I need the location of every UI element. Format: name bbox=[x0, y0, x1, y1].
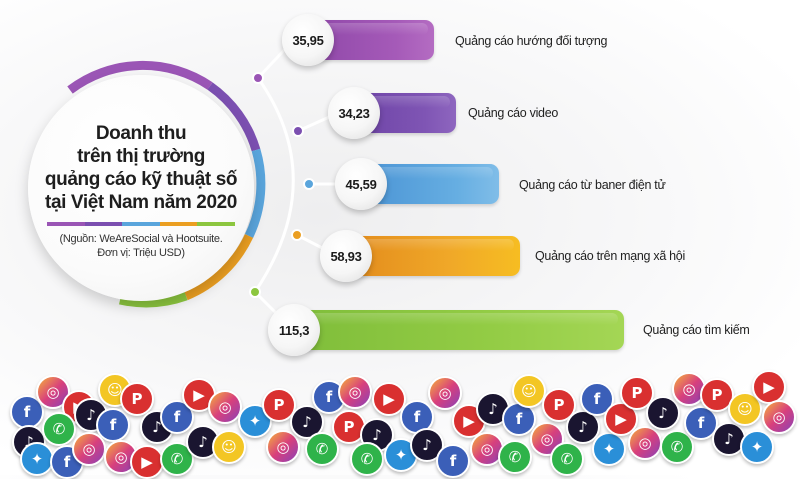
source-line: Đơn vị: Triệu USD) bbox=[97, 247, 185, 259]
bar-label: Quảng cáo trên mạng xã hội bbox=[535, 249, 685, 263]
instagram-icon: ◎ bbox=[266, 430, 300, 464]
source-note: (Nguồn: WeAreSocial và Hootsuite. Đơn vị… bbox=[60, 232, 223, 260]
title-circle: Doanh thu trên thị trường quảng cáo kỹ t… bbox=[28, 75, 254, 301]
whatsapp-icon: ✆ bbox=[660, 430, 694, 464]
twitter-icon: ✦ bbox=[592, 432, 626, 466]
chart-title: Doanh thu trên thị trường quảng cáo kỹ t… bbox=[44, 122, 238, 214]
whatsapp-icon: ✆ bbox=[498, 440, 532, 474]
bar bbox=[292, 310, 624, 350]
title-line: trên thị trường bbox=[77, 146, 205, 167]
tiktok-icon: ♪ bbox=[410, 428, 444, 462]
instagram-icon: ◎ bbox=[36, 375, 70, 409]
title-line: tại Việt Nam năm 2020 bbox=[45, 192, 237, 213]
facebook-icon: f bbox=[436, 444, 470, 478]
youtube-icon: ▶ bbox=[752, 370, 786, 404]
instagram-icon: ◎ bbox=[338, 375, 372, 409]
youtube-icon: ▶ bbox=[130, 445, 164, 479]
facebook-icon: f bbox=[96, 408, 130, 442]
snapchat-icon: ☺ bbox=[512, 374, 546, 408]
value-badge: 115,3 bbox=[268, 304, 320, 356]
color-divider bbox=[47, 222, 235, 226]
instagram-icon: ◎ bbox=[72, 432, 106, 466]
value-badge: 35,95 bbox=[282, 14, 334, 66]
instagram-icon: ◎ bbox=[628, 426, 662, 460]
tiktok-icon: ♪ bbox=[646, 396, 680, 430]
twitter-icon: ✦ bbox=[740, 430, 774, 464]
youtube-icon: ▶ bbox=[372, 382, 406, 416]
bar-label: Quảng cáo từ baner điện tử bbox=[519, 178, 666, 192]
instagram-icon: ◎ bbox=[428, 376, 462, 410]
whatsapp-icon: ✆ bbox=[305, 432, 339, 466]
value-badge: 45,59 bbox=[335, 158, 387, 210]
bar-label: Quảng cáo video bbox=[468, 106, 559, 120]
whatsapp-icon: ✆ bbox=[42, 412, 76, 446]
snapchat-icon: ☺ bbox=[212, 430, 246, 464]
instagram-icon: ◎ bbox=[208, 390, 242, 424]
title-line: Doanh thu bbox=[95, 123, 187, 144]
whatsapp-icon: ✆ bbox=[350, 442, 384, 476]
source-line: (Nguồn: WeAreSocial và Hootsuite. bbox=[59, 233, 223, 245]
value-badge: 58,93 bbox=[320, 230, 372, 282]
bar bbox=[344, 236, 520, 276]
pinterest-icon: P bbox=[120, 382, 154, 416]
twitter-icon: ✦ bbox=[20, 442, 54, 476]
bar-label: Quảng cáo hướng đối tượng bbox=[455, 34, 608, 48]
title-line: quảng cáo kỹ thuật số bbox=[44, 169, 238, 190]
value-badge: 34,23 bbox=[328, 87, 380, 139]
instagram-icon: ◎ bbox=[762, 400, 796, 434]
social-icons-band: f ◎ ▶ ♪ ✆ ♪ ☺ f ✦ f ◎ P ♪ ◎ ▶ f ✆ ▶ ♪ ◎ … bbox=[0, 370, 800, 479]
bar-label: Quảng cáo tìm kiếm bbox=[643, 323, 750, 337]
whatsapp-icon: ✆ bbox=[550, 442, 584, 476]
